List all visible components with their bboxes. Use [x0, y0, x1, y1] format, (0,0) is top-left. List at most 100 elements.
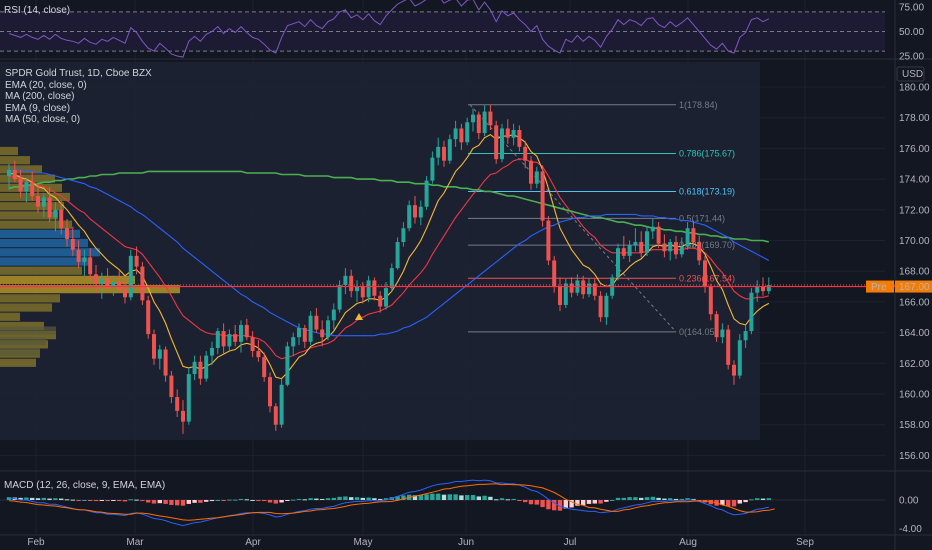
indicator-ma200[interactable]: MA (200, close): [5, 91, 75, 102]
price-tick-label: 170.00: [899, 236, 930, 247]
macd-histogram-bar: [314, 498, 319, 500]
volume-profile-bar: [0, 326, 56, 335]
candle-body: [529, 160, 533, 184]
time-axis[interactable]: Feb Mar Apr May Jun Jul Aug Sep: [27, 537, 814, 548]
volume-profile-bar: [0, 165, 42, 174]
price-tick-label: 160.00: [899, 390, 930, 401]
macd-histogram-bar: [250, 500, 255, 501]
volume-profile-bar: [0, 192, 70, 202]
candle-body: [331, 309, 336, 321]
macd-histogram-bar: [117, 500, 122, 502]
fibonacci-retracement[interactable]: 1(178.84) 0.786(175.67) 0.618(173.19) 0.5(1…: [468, 100, 735, 337]
macd-histogram-bar: [360, 497, 365, 500]
volume-profile-bar: [0, 275, 135, 285]
main-legend[interactable]: SPDR Gold Trust, 1D, Cboe BZX EMA (20, c…: [5, 68, 152, 126]
volume-profile-bar: [0, 337, 46, 346]
volume-profile-bar: [0, 146, 18, 156]
price-axis[interactable]: USD 180.00 178.00 176.00 174.00 172.00 170.00 1…: [0, 3, 932, 535]
rsi-pane[interactable]: [0, 0, 885, 58]
macd-histogram-bar: [476, 496, 481, 500]
macd-histogram-bar: [760, 498, 766, 500]
candle-body: [262, 357, 267, 378]
candle-body: [355, 286, 359, 292]
pre-tag: [866, 280, 894, 293]
candle-body: [210, 347, 214, 356]
macd-histogram-bar: [337, 496, 342, 500]
macd-histogram-bar: [354, 497, 360, 500]
candle-body: [413, 205, 417, 218]
volume-profile-bar: [0, 312, 20, 321]
candle-body: [720, 329, 725, 338]
macd-histogram-bar: [256, 500, 261, 501]
price-tick-label: 168.00: [899, 267, 930, 278]
candle-body: [7, 169, 11, 177]
macd-histogram-bar: [296, 498, 302, 500]
indicator-ma50[interactable]: MA (50, close, 0): [5, 114, 81, 125]
candle-body: [372, 280, 377, 296]
candle-body: [117, 281, 122, 290]
candle-body: [308, 315, 313, 342]
candle-body: [726, 329, 731, 365]
currency-label: USD: [902, 69, 923, 80]
macd-histogram-bar: [720, 500, 725, 505]
macd-histogram-bar: [499, 498, 505, 500]
macd-histogram-bar: [668, 498, 673, 500]
symbol-title[interactable]: SPDR Gold Trust, 1D, Cboe BZX: [5, 68, 152, 79]
macd-histogram-bar: [320, 498, 325, 500]
candle-body: [732, 364, 736, 376]
volume-profile-bar: [0, 347, 40, 356]
macd-histogram-bar: [662, 498, 667, 500]
price-tick-label: 180.00: [899, 83, 930, 94]
candle-body: [53, 209, 58, 218]
candle-body: [685, 228, 690, 247]
candle-body: [563, 283, 568, 305]
candle-body: [581, 280, 586, 295]
fib-level-label: 1(178.84): [679, 100, 718, 110]
candle-body: [500, 128, 504, 160]
macd-histogram-bar: [273, 500, 278, 504]
macd-histogram-bar: [331, 497, 336, 500]
candle-body: [268, 377, 272, 407]
candle-body: [650, 226, 655, 232]
candle-body: [569, 283, 574, 293]
time-tick-label: Feb: [27, 537, 45, 548]
candle-body: [761, 286, 765, 292]
price-tick-label: 174.00: [899, 175, 930, 186]
rsi-tick-label: 25.00: [899, 52, 924, 63]
macd-histogram-bar: [47, 498, 52, 500]
macd-histogram-bar: [378, 498, 383, 500]
macd-histogram-bar: [180, 500, 186, 506]
fib-level-label: 0(164.05): [679, 327, 718, 337]
candle-body: [146, 300, 151, 335]
macd-histogram-bar: [18, 497, 23, 500]
macd-histogram-bar: [59, 498, 64, 500]
macd-histogram-bar: [581, 500, 586, 506]
macd-histogram-bar: [546, 500, 551, 510]
macd-histogram-bar: [424, 494, 429, 500]
macd-histogram-bar: [575, 500, 580, 506]
indicator-ema20[interactable]: EMA (20, close, 0): [5, 79, 87, 91]
macd-histogram-bar: [401, 495, 406, 500]
macd-histogram-bar: [517, 500, 522, 501]
candle-body: [47, 197, 52, 218]
time-tick-label: Aug: [679, 537, 697, 548]
macd-histogram-bar: [238, 498, 244, 500]
macd-histogram-bar: [697, 500, 702, 501]
macd-histogram-bar: [430, 493, 435, 500]
candle-body: [621, 248, 626, 256]
rsi-legend[interactable]: RSI (14, close): [4, 5, 71, 16]
candle-body: [291, 337, 296, 347]
macd-histogram-bar: [53, 498, 58, 500]
pre-label: Pre: [871, 282, 887, 293]
macd-histogram-bar: [111, 500, 116, 501]
fib-level-label: 0.382(169.70): [679, 240, 735, 250]
macd-pane[interactable]: [0, 479, 885, 527]
macd-histogram-bar: [41, 497, 46, 500]
indicator-ema9[interactable]: EMA (9, close): [5, 102, 71, 114]
candle-body: [256, 351, 261, 358]
macd-legend[interactable]: MACD (12, 26, close, 9, EMA, EMA): [4, 480, 166, 491]
macd-histogram-bar: [233, 499, 238, 501]
price-tick-label: 172.00: [899, 205, 930, 216]
fib-level-label: 0.236(167.54): [679, 273, 735, 283]
